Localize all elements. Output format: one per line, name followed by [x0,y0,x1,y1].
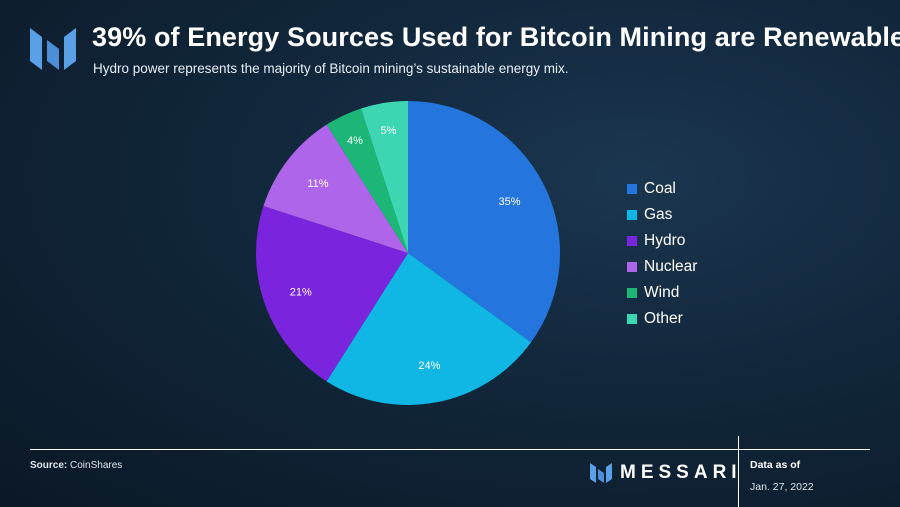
legend-swatch [627,210,637,220]
legend-swatch [627,314,637,324]
legend-item-wind: Wind [627,280,697,306]
legend-swatch [627,236,637,246]
legend-item-gas: Gas [627,202,697,228]
data-label-nuclear: 11% [307,178,328,190]
legend-label: Hydro [644,232,686,249]
data-label-gas: 24% [418,360,440,372]
legend-item-hydro: Hydro [627,228,697,254]
pie-slice-other [361,101,408,253]
chart-legend: Coal Gas Hydro Nuclear Wind Other [627,176,697,332]
messari-logo-icon [30,28,76,70]
pie-slice-nuclear [263,124,408,253]
legend-label: Gas [644,206,673,223]
legend-label: Other [644,310,683,327]
legend-label: Coal [644,180,676,197]
brand-name: MESSARI [620,462,742,483]
pie-chart: 35% 24% 21% 11% 4% 5% [256,101,560,405]
legend-label: Nuclear [644,258,698,275]
source-note: Source: CoinShares [30,460,122,471]
legend-swatch [627,262,637,272]
data-label-wind: 4% [347,135,363,147]
pie-slice-coal [408,101,560,343]
footer-vertical-divider [738,436,739,507]
legend-item-coal: Coal [627,176,697,202]
data-label-hydro: 21% [290,287,312,299]
pie-slice-hydro [256,206,408,382]
messari-brand-icon [590,463,612,483]
legend-label: Wind [644,284,680,301]
chart-subtitle: Hydro power represents the majority of B… [93,61,569,76]
source-label: Source: [30,460,68,471]
data-as-of-date: Jan. 27, 2022 [750,481,814,493]
legend-item-other: Other [627,306,697,332]
chart-title: 39% of Energy Sources Used for Bitcoin M… [92,22,900,52]
legend-item-nuclear: Nuclear [627,254,697,280]
brand: MESSARI [590,462,742,484]
legend-swatch [627,288,637,298]
data-label-coal: 35% [499,196,521,208]
pie-slice-wind [326,108,408,253]
footer-divider [30,449,870,450]
data-as-of-label: Data as of [750,459,801,471]
source-value: CoinShares [70,460,123,471]
pie-slice-gas [326,253,531,405]
legend-swatch [627,184,637,194]
data-label-other: 5% [381,125,397,137]
